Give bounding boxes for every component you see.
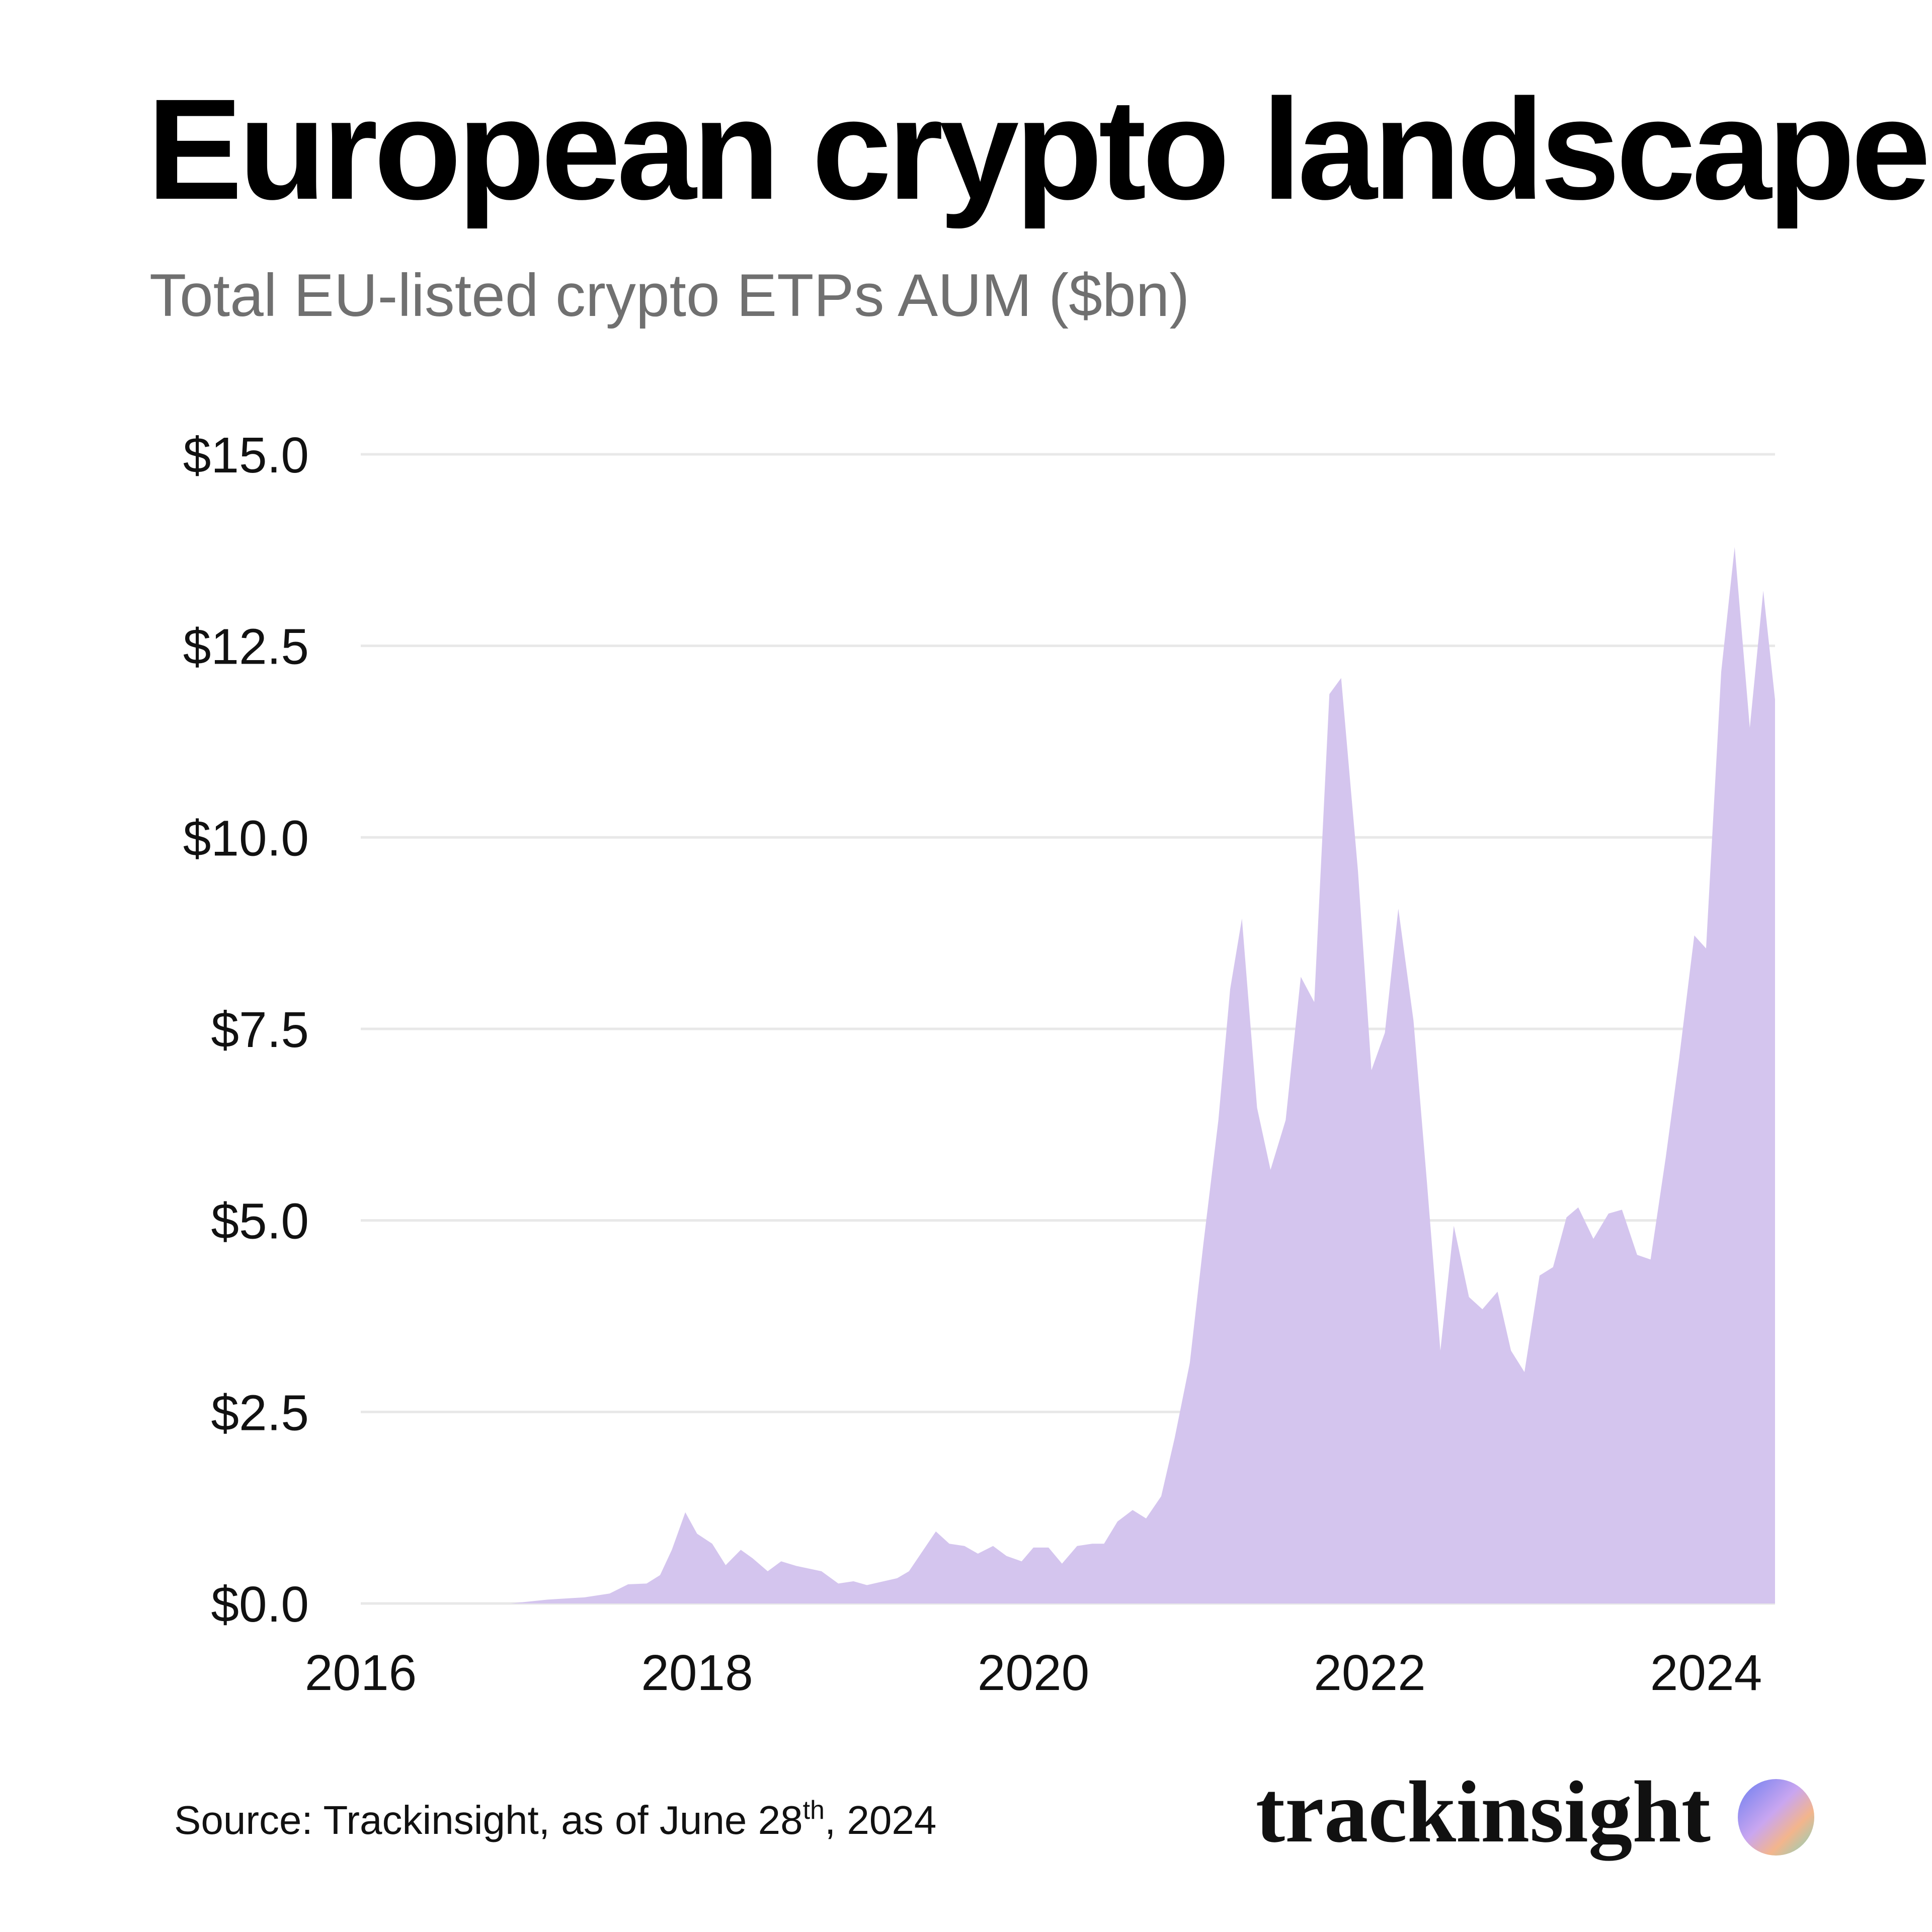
source-text: Source: Trackinsight, as of June 28 xyxy=(174,1798,803,1842)
x-tick-label: 2018 xyxy=(641,1645,753,1701)
y-tick-label: $12.5 xyxy=(183,619,309,675)
chart-subtitle: Total EU-listed crypto ETPs AUM ($bn) xyxy=(149,262,1189,329)
x-tick-label: 2024 xyxy=(1650,1645,1762,1701)
y-tick-label: $5.0 xyxy=(211,1193,309,1250)
x-tick-label: 2020 xyxy=(978,1645,1089,1701)
brand-logo: trackinsight xyxy=(1256,1763,1711,1861)
source-text: , 2024 xyxy=(825,1798,936,1842)
source-note: Source: Trackinsight, as of June 28th, 2… xyxy=(174,1796,936,1842)
plot-area: $0.0 $2.5 $5.0 $7.5 $10.0 $12.5 $15.0 2016 2018 2… xyxy=(183,427,1775,1701)
y-tick-label: $10.0 xyxy=(183,810,309,866)
brand-icon xyxy=(1738,1779,1814,1856)
y-tick-label: $2.5 xyxy=(211,1385,309,1441)
x-tick-label: 2016 xyxy=(305,1645,417,1701)
y-tick-label: $7.5 xyxy=(211,1002,309,1058)
area xyxy=(361,547,1775,1603)
y-tick-label: $15.0 xyxy=(183,427,309,484)
source-superscript: th xyxy=(803,1796,825,1825)
x-tick-label: 2022 xyxy=(1314,1645,1425,1701)
chart-title: European crypto landscape xyxy=(147,69,1927,230)
y-tick-label: $0.0 xyxy=(211,1576,309,1633)
